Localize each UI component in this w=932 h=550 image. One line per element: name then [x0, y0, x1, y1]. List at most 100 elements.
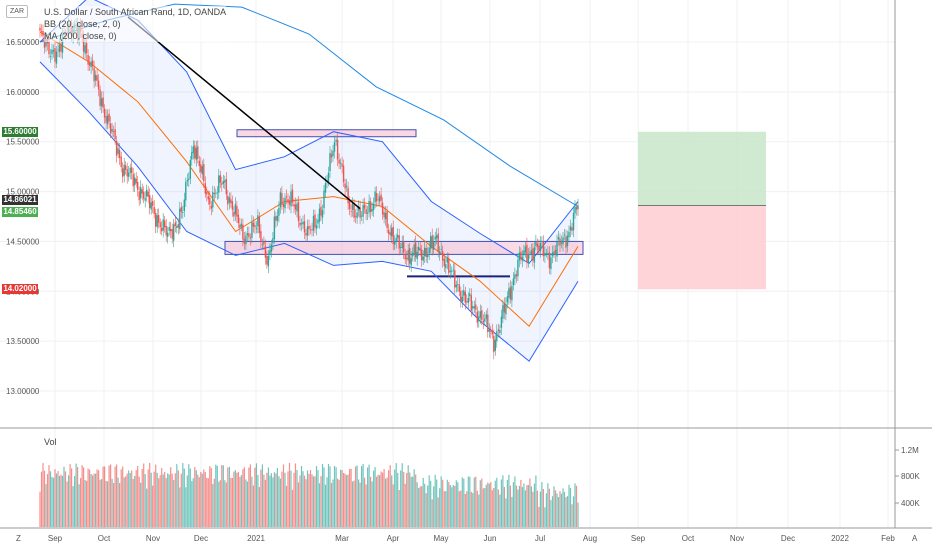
volume-bar — [494, 480, 496, 527]
candle-body — [374, 191, 376, 203]
candle-body — [323, 190, 325, 209]
volume-bar — [105, 480, 107, 527]
candle-body — [149, 195, 151, 208]
legend-ma[interactable]: MA (200, close, 0) — [44, 30, 227, 42]
volume-bar — [364, 477, 366, 527]
month-tick-label: 2021 — [247, 534, 265, 543]
auto-scale-button[interactable]: A — [912, 534, 918, 543]
volume-bar — [359, 482, 361, 527]
volume-bar — [194, 467, 196, 527]
candle-body — [413, 244, 415, 255]
candle-body — [372, 203, 375, 211]
volume-bar — [577, 502, 579, 527]
candle-body — [397, 235, 399, 238]
volume-bar — [303, 475, 306, 527]
volume-bar — [39, 491, 41, 527]
candle-body — [434, 236, 436, 240]
volume-bar — [248, 467, 250, 527]
candle-body — [547, 253, 549, 254]
candle-body — [159, 222, 161, 228]
candle-body — [455, 284, 457, 288]
volume-bar — [365, 484, 367, 527]
volume-bar — [400, 470, 402, 527]
time-axis-labels[interactable]: Sep Oct Nov Dec 2021 Mar Apr May Jun Jul Aug Sep Oct… — [48, 534, 896, 543]
candle-body — [387, 229, 390, 234]
profit-zone[interactable] — [638, 131, 766, 206]
candle-body — [146, 189, 148, 197]
volume-bar — [330, 483, 333, 527]
candle-body — [281, 193, 283, 205]
volume-bar — [532, 491, 534, 527]
candle-body — [182, 212, 184, 213]
candle-body — [569, 226, 572, 231]
bollinger-basis-line[interactable] — [39, 31, 579, 327]
volume-bar — [464, 494, 466, 527]
legend-bb[interactable]: BB (20, close, 2, 0) — [44, 18, 227, 30]
volume-bar — [278, 476, 280, 527]
volume-bar — [245, 479, 247, 527]
candle-body — [93, 67, 95, 82]
candle-body — [269, 250, 271, 255]
volume-bar — [98, 470, 100, 527]
volume-bar — [406, 473, 408, 527]
month-tick-label: Feb — [881, 534, 895, 543]
candle-body — [215, 192, 217, 194]
candle-body — [191, 152, 193, 160]
volume-bar — [246, 481, 248, 527]
candle-body — [395, 237, 397, 242]
candle-body — [449, 270, 451, 272]
candle-body — [575, 206, 578, 210]
volume-bar — [87, 468, 89, 527]
loss-zone[interactable] — [638, 205, 766, 290]
volume-bar — [413, 469, 415, 527]
volume-bar — [317, 470, 319, 527]
volume-axis-labels[interactable]: 1.2M 800K 400K — [895, 446, 920, 508]
volume-bar — [46, 474, 49, 527]
candle-body — [137, 181, 139, 190]
volume-label[interactable]: Vol — [44, 437, 57, 447]
candle-body — [143, 191, 145, 199]
volume-bar — [66, 481, 68, 527]
volume-bar — [60, 474, 62, 527]
currency-badge[interactable]: ZAR — [6, 5, 28, 18]
price-tick-label: 15.00000 — [6, 188, 40, 197]
volume-bar — [267, 467, 269, 527]
candle-body — [491, 330, 493, 335]
candle-body — [311, 229, 313, 231]
volume-bar — [170, 467, 172, 527]
volume-bar — [421, 486, 423, 527]
candle-body — [356, 212, 358, 219]
candle-body — [467, 298, 469, 303]
trendline[interactable] — [127, 16, 361, 210]
candles[interactable] — [39, 17, 579, 360]
volume-bar — [192, 478, 194, 527]
candle-body — [233, 211, 235, 217]
volume-bar — [69, 464, 71, 527]
candle-body — [544, 253, 546, 256]
candle-body — [515, 274, 518, 277]
volume-bar — [156, 472, 158, 527]
volume-bar — [344, 473, 346, 527]
volume-bar — [191, 481, 193, 527]
volume-bar — [333, 466, 336, 527]
timezone-button[interactable]: Z — [16, 534, 21, 543]
volume-bar — [446, 479, 448, 527]
volume-bar — [374, 467, 376, 527]
resistance-zone[interactable] — [236, 129, 417, 138]
candle-body — [505, 304, 507, 315]
candle-body — [524, 246, 527, 253]
volume-bar — [407, 465, 409, 527]
candle-body — [152, 201, 154, 206]
candle-body — [237, 214, 240, 224]
volume-bar — [476, 490, 478, 527]
candle-body — [52, 49, 55, 52]
legend-symbol[interactable]: U.S. Dollar / South African Rand, 1D, OA… — [44, 6, 227, 18]
candle-body — [548, 252, 551, 269]
volume-bar — [120, 469, 122, 527]
volume-bar — [89, 469, 91, 527]
volume-bar — [398, 490, 400, 527]
volume-bar — [40, 471, 43, 527]
volume-bar — [452, 484, 454, 527]
price-axis-labels[interactable]: 16.50000 16.00000 15.50000 15.00000 14.50000… — [6, 38, 40, 396]
